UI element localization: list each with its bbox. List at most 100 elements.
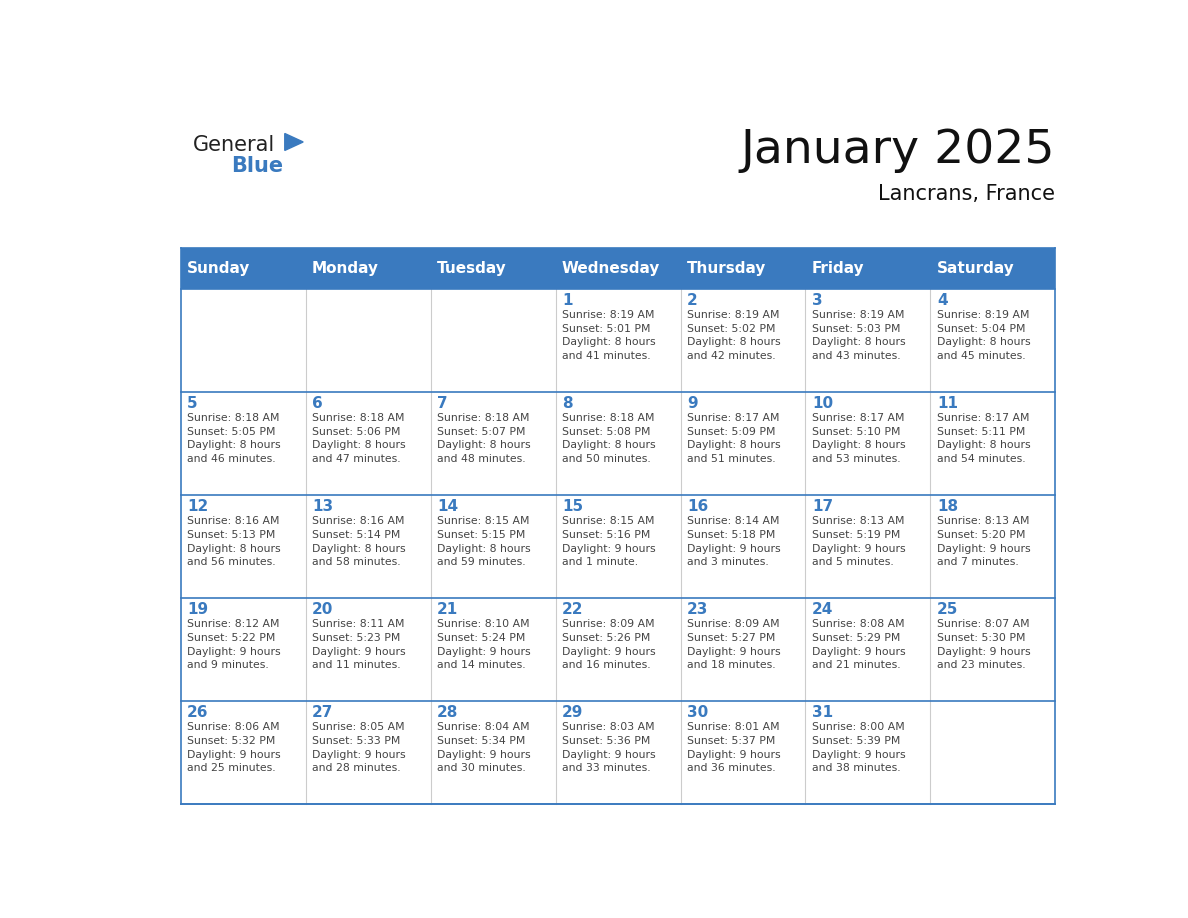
Bar bbox=[681, 248, 805, 289]
Bar bbox=[805, 701, 930, 804]
Text: Sunrise: 8:00 AM
Sunset: 5:39 PM
Daylight: 9 hours
and 38 minutes.: Sunrise: 8:00 AM Sunset: 5:39 PM Dayligh… bbox=[811, 722, 905, 773]
Text: 1: 1 bbox=[562, 293, 573, 308]
Bar bbox=[556, 599, 681, 701]
Text: 21: 21 bbox=[437, 602, 459, 618]
Text: Sunrise: 8:17 AM
Sunset: 5:11 PM
Daylight: 8 hours
and 54 minutes.: Sunrise: 8:17 AM Sunset: 5:11 PM Dayligh… bbox=[937, 413, 1030, 465]
Bar bbox=[556, 495, 681, 599]
Bar bbox=[305, 495, 430, 599]
Text: 10: 10 bbox=[811, 397, 833, 411]
Text: 19: 19 bbox=[188, 602, 208, 618]
Text: 8: 8 bbox=[562, 397, 573, 411]
Text: Sunrise: 8:18 AM
Sunset: 5:05 PM
Daylight: 8 hours
and 46 minutes.: Sunrise: 8:18 AM Sunset: 5:05 PM Dayligh… bbox=[188, 413, 280, 465]
Text: 17: 17 bbox=[811, 499, 833, 514]
Text: Lancrans, France: Lancrans, France bbox=[878, 185, 1055, 205]
Text: Sunrise: 8:10 AM
Sunset: 5:24 PM
Daylight: 9 hours
and 14 minutes.: Sunrise: 8:10 AM Sunset: 5:24 PM Dayligh… bbox=[437, 620, 531, 670]
Text: 2: 2 bbox=[687, 293, 697, 308]
Text: 16: 16 bbox=[687, 499, 708, 514]
Bar bbox=[430, 701, 556, 804]
Text: 27: 27 bbox=[312, 705, 334, 721]
Bar bbox=[681, 701, 805, 804]
Text: January 2025: January 2025 bbox=[741, 128, 1055, 173]
Text: Thursday: Thursday bbox=[687, 261, 766, 276]
Bar bbox=[305, 701, 430, 804]
Text: Sunrise: 8:11 AM
Sunset: 5:23 PM
Daylight: 9 hours
and 11 minutes.: Sunrise: 8:11 AM Sunset: 5:23 PM Dayligh… bbox=[312, 620, 406, 670]
Text: Friday: Friday bbox=[811, 261, 865, 276]
Bar bbox=[805, 495, 930, 599]
Text: Sunrise: 8:18 AM
Sunset: 5:07 PM
Daylight: 8 hours
and 48 minutes.: Sunrise: 8:18 AM Sunset: 5:07 PM Dayligh… bbox=[437, 413, 531, 465]
Bar bbox=[181, 495, 305, 599]
Bar bbox=[556, 248, 681, 289]
Text: Sunrise: 8:19 AM
Sunset: 5:04 PM
Daylight: 8 hours
and 45 minutes.: Sunrise: 8:19 AM Sunset: 5:04 PM Dayligh… bbox=[937, 310, 1030, 361]
Bar bbox=[681, 289, 805, 392]
Text: 26: 26 bbox=[188, 705, 209, 721]
Text: 25: 25 bbox=[937, 602, 959, 618]
Bar bbox=[930, 289, 1055, 392]
Bar bbox=[805, 392, 930, 495]
Text: 14: 14 bbox=[437, 499, 459, 514]
Text: Sunrise: 8:04 AM
Sunset: 5:34 PM
Daylight: 9 hours
and 30 minutes.: Sunrise: 8:04 AM Sunset: 5:34 PM Dayligh… bbox=[437, 722, 531, 773]
Bar bbox=[805, 289, 930, 392]
Text: 5: 5 bbox=[188, 397, 197, 411]
Bar bbox=[430, 289, 556, 392]
Text: Sunrise: 8:15 AM
Sunset: 5:15 PM
Daylight: 8 hours
and 59 minutes.: Sunrise: 8:15 AM Sunset: 5:15 PM Dayligh… bbox=[437, 516, 531, 567]
Bar bbox=[430, 599, 556, 701]
Text: Sunrise: 8:03 AM
Sunset: 5:36 PM
Daylight: 9 hours
and 33 minutes.: Sunrise: 8:03 AM Sunset: 5:36 PM Dayligh… bbox=[562, 722, 656, 773]
Text: 11: 11 bbox=[937, 397, 958, 411]
Bar bbox=[681, 599, 805, 701]
Text: Sunrise: 8:19 AM
Sunset: 5:03 PM
Daylight: 8 hours
and 43 minutes.: Sunrise: 8:19 AM Sunset: 5:03 PM Dayligh… bbox=[811, 310, 905, 361]
Text: Sunrise: 8:13 AM
Sunset: 5:19 PM
Daylight: 9 hours
and 5 minutes.: Sunrise: 8:13 AM Sunset: 5:19 PM Dayligh… bbox=[811, 516, 905, 567]
Bar bbox=[305, 289, 430, 392]
Text: 30: 30 bbox=[687, 705, 708, 721]
Text: Sunrise: 8:06 AM
Sunset: 5:32 PM
Daylight: 9 hours
and 25 minutes.: Sunrise: 8:06 AM Sunset: 5:32 PM Dayligh… bbox=[188, 722, 280, 773]
Text: 6: 6 bbox=[312, 397, 323, 411]
Bar bbox=[181, 392, 305, 495]
Text: 18: 18 bbox=[937, 499, 958, 514]
Text: Sunrise: 8:15 AM
Sunset: 5:16 PM
Daylight: 9 hours
and 1 minute.: Sunrise: 8:15 AM Sunset: 5:16 PM Dayligh… bbox=[562, 516, 656, 567]
Bar bbox=[181, 701, 305, 804]
Text: Sunrise: 8:08 AM
Sunset: 5:29 PM
Daylight: 9 hours
and 21 minutes.: Sunrise: 8:08 AM Sunset: 5:29 PM Dayligh… bbox=[811, 620, 905, 670]
Text: Sunrise: 8:14 AM
Sunset: 5:18 PM
Daylight: 9 hours
and 3 minutes.: Sunrise: 8:14 AM Sunset: 5:18 PM Dayligh… bbox=[687, 516, 781, 567]
Text: Sunrise: 8:01 AM
Sunset: 5:37 PM
Daylight: 9 hours
and 36 minutes.: Sunrise: 8:01 AM Sunset: 5:37 PM Dayligh… bbox=[687, 722, 781, 773]
Text: Monday: Monday bbox=[312, 261, 379, 276]
Text: 13: 13 bbox=[312, 499, 334, 514]
Text: Wednesday: Wednesday bbox=[562, 261, 661, 276]
Bar bbox=[805, 599, 930, 701]
Text: 22: 22 bbox=[562, 602, 583, 618]
Text: 9: 9 bbox=[687, 397, 697, 411]
Bar bbox=[556, 392, 681, 495]
Text: Sunrise: 8:16 AM
Sunset: 5:13 PM
Daylight: 8 hours
and 56 minutes.: Sunrise: 8:16 AM Sunset: 5:13 PM Dayligh… bbox=[188, 516, 280, 567]
Text: Sunrise: 8:18 AM
Sunset: 5:06 PM
Daylight: 8 hours
and 47 minutes.: Sunrise: 8:18 AM Sunset: 5:06 PM Dayligh… bbox=[312, 413, 406, 465]
Text: General: General bbox=[192, 135, 274, 155]
Polygon shape bbox=[285, 133, 303, 151]
Bar bbox=[681, 495, 805, 599]
Bar bbox=[305, 248, 430, 289]
Text: Saturday: Saturday bbox=[937, 261, 1015, 276]
Bar bbox=[181, 599, 305, 701]
Text: 3: 3 bbox=[811, 293, 822, 308]
Bar bbox=[430, 495, 556, 599]
Bar bbox=[305, 599, 430, 701]
Bar bbox=[681, 392, 805, 495]
Text: Tuesday: Tuesday bbox=[437, 261, 507, 276]
Bar bbox=[930, 495, 1055, 599]
Text: Sunrise: 8:19 AM
Sunset: 5:01 PM
Daylight: 8 hours
and 41 minutes.: Sunrise: 8:19 AM Sunset: 5:01 PM Dayligh… bbox=[562, 310, 656, 361]
Text: Sunrise: 8:09 AM
Sunset: 5:27 PM
Daylight: 9 hours
and 18 minutes.: Sunrise: 8:09 AM Sunset: 5:27 PM Dayligh… bbox=[687, 620, 781, 670]
Text: 15: 15 bbox=[562, 499, 583, 514]
Text: 20: 20 bbox=[312, 602, 334, 618]
Text: Sunrise: 8:17 AM
Sunset: 5:10 PM
Daylight: 8 hours
and 53 minutes.: Sunrise: 8:17 AM Sunset: 5:10 PM Dayligh… bbox=[811, 413, 905, 465]
Bar bbox=[930, 599, 1055, 701]
Bar bbox=[930, 392, 1055, 495]
Bar bbox=[181, 248, 305, 289]
Text: Sunrise: 8:17 AM
Sunset: 5:09 PM
Daylight: 8 hours
and 51 minutes.: Sunrise: 8:17 AM Sunset: 5:09 PM Dayligh… bbox=[687, 413, 781, 465]
Text: 23: 23 bbox=[687, 602, 708, 618]
Text: Sunrise: 8:12 AM
Sunset: 5:22 PM
Daylight: 9 hours
and 9 minutes.: Sunrise: 8:12 AM Sunset: 5:22 PM Dayligh… bbox=[188, 620, 280, 670]
Text: 4: 4 bbox=[937, 293, 948, 308]
Text: 29: 29 bbox=[562, 705, 583, 721]
Text: Sunrise: 8:05 AM
Sunset: 5:33 PM
Daylight: 9 hours
and 28 minutes.: Sunrise: 8:05 AM Sunset: 5:33 PM Dayligh… bbox=[312, 722, 406, 773]
Text: Sunrise: 8:09 AM
Sunset: 5:26 PM
Daylight: 9 hours
and 16 minutes.: Sunrise: 8:09 AM Sunset: 5:26 PM Dayligh… bbox=[562, 620, 656, 670]
Bar bbox=[930, 248, 1055, 289]
Text: Sunrise: 8:18 AM
Sunset: 5:08 PM
Daylight: 8 hours
and 50 minutes.: Sunrise: 8:18 AM Sunset: 5:08 PM Dayligh… bbox=[562, 413, 656, 465]
Text: Blue: Blue bbox=[232, 156, 284, 176]
Text: Sunday: Sunday bbox=[188, 261, 251, 276]
Bar bbox=[930, 701, 1055, 804]
